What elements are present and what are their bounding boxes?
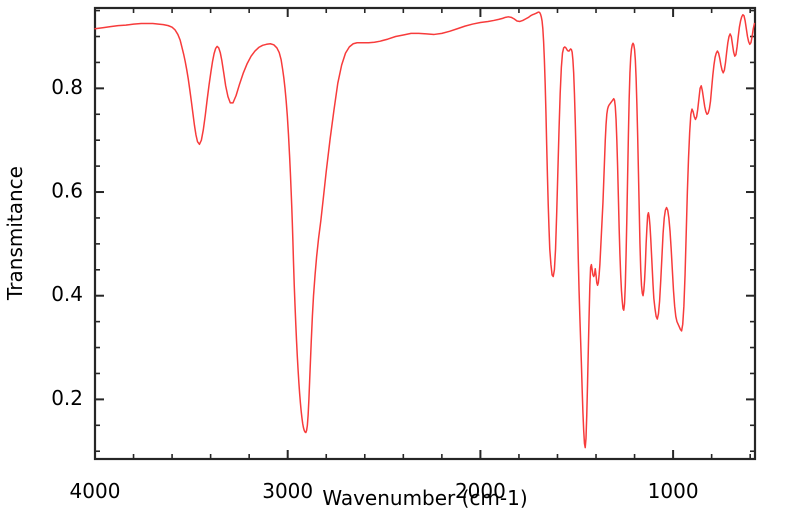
spectrum-line-0 <box>94 11 756 449</box>
y-tick-label: 0.8 <box>51 75 83 99</box>
x-axis-title: Wavenumber (cm-1) <box>322 486 527 510</box>
spectrum-series <box>94 11 756 449</box>
y-tick-label: 0.2 <box>51 386 83 410</box>
axis-tick-labels: 4000 3000 2000 1000 0.2 0.4 0.6 0.8 <box>51 75 698 503</box>
x-tick-label: 3000 <box>262 479 313 503</box>
x-tick-label: 2000 <box>455 479 506 503</box>
axis-ticks <box>94 8 755 459</box>
y-tick-label: 0.6 <box>51 179 83 203</box>
plot-border <box>93 6 757 461</box>
plot-frame <box>93 6 757 461</box>
x-tick-label: 4000 <box>70 479 121 503</box>
x-tick-label: 1000 <box>648 479 699 503</box>
y-tick-label: 0.4 <box>51 282 83 306</box>
y-axis-title: Transmitance <box>3 166 27 301</box>
